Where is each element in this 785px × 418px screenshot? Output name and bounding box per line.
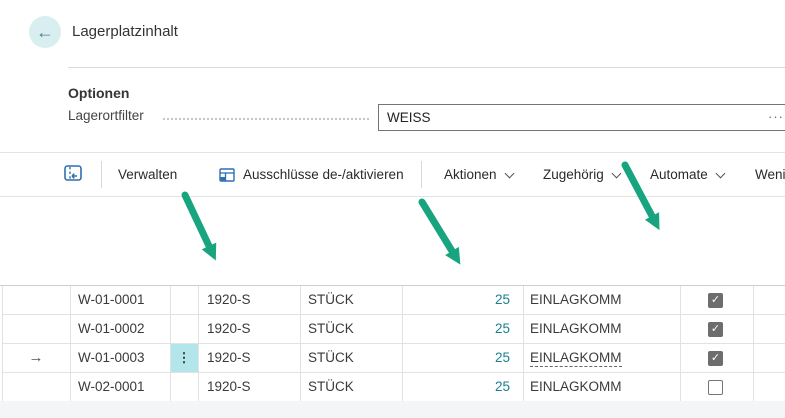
qty-base-cell[interactable]: 25 [494, 321, 510, 336]
vertical-ellipsis-icon: ⋮ [177, 350, 191, 365]
checkmark-icon: ✓ [710, 293, 721, 306]
table-header-row: Lagerplatzco... ↑ Artikelnr. ↑ Einheiten… [0, 197, 785, 286]
uom-cell[interactable]: STÜCK [308, 321, 354, 336]
bin-code-cell[interactable]: W-02-0001 [78, 379, 145, 394]
exclude-checkbox[interactable]: ✓ [708, 379, 723, 395]
bin-type-value: EINLAGKOMM [530, 350, 622, 367]
bin-type-value: EINLAGKOMM [530, 379, 622, 394]
grid-line [300, 286, 301, 401]
uom-cell[interactable]: STÜCK [308, 379, 354, 394]
action-toolbar: Verwalten Ausschlüsse de-/aktivieren Akt… [0, 153, 785, 196]
checkmark-icon: ✓ [710, 351, 721, 364]
page-title: Lagerplatzinhalt [72, 23, 178, 40]
exclude-checkbox[interactable]: ✓ [708, 292, 723, 308]
grid-view-button[interactable] [63, 153, 83, 196]
toggle-exclusions-button[interactable]: Ausschlüsse de-/aktivieren [218, 153, 404, 196]
table-row-active: → W-01-0003 ⋮ 1920-S STÜCK 25 EINLAGKOMM… [2, 344, 785, 373]
uom-cell[interactable]: STÜCK [308, 350, 354, 365]
header-divider [68, 67, 785, 68]
exclude-checkbox[interactable]: ✓ [708, 350, 723, 366]
lookup-ellipsis-icon[interactable]: ··· [768, 109, 784, 124]
table-row: W-01-0002 1920-S STÜCK 25 EINLAGKOMM ✓ [2, 315, 785, 344]
checkmark-icon: ✓ [710, 322, 721, 335]
location-filter-input[interactable] [378, 104, 785, 131]
location-filter-label: Lagerortfilter [68, 108, 144, 123]
grid-line [753, 286, 754, 401]
manage-label: Verwalten [118, 167, 178, 182]
grid-line [70, 286, 71, 401]
item-no-cell[interactable]: 1920-S [207, 292, 251, 307]
arrow-left-icon: ← [36, 22, 54, 42]
exclude-cell: ✓ [678, 344, 753, 372]
qty-base-cell[interactable]: 25 [494, 379, 510, 394]
bin-code-cell[interactable]: W-01-0002 [78, 321, 145, 336]
grid-line [402, 286, 403, 401]
toolbar-top-divider [0, 152, 785, 153]
menu-aktionen-label: Aktionen [444, 167, 497, 182]
item-no-cell[interactable]: 1920-S [207, 379, 251, 394]
grid-line [170, 286, 171, 401]
toolbar-separator [101, 161, 102, 188]
bottom-strip [0, 401, 785, 418]
table-body: W-01-0001 1920-S STÜCK 25 EINLAGKOMM ✓ W… [2, 286, 785, 402]
chevron-down-icon [504, 168, 514, 178]
exclude-checkbox[interactable]: ✓ [708, 321, 723, 337]
grid-line [680, 286, 681, 401]
location-filter-field-wrap: ··· [378, 104, 785, 132]
table-row: W-02-0001 1920-S STÜCK 25 EINLAGKOMM ✓ [2, 373, 785, 402]
bin-code-cell[interactable]: W-01-0001 [78, 292, 145, 307]
bin-type-value: EINLAGKOMM [530, 321, 622, 336]
exclude-cell: ✓ [678, 315, 753, 343]
exclude-cell: ✓ [678, 373, 753, 401]
bin-type-value: EINLAGKOMM [530, 292, 622, 307]
grid-line [198, 286, 199, 401]
menu-weniger-optionen[interactable]: Weniger Optionen [755, 153, 785, 196]
item-no-cell[interactable]: 1920-S [207, 321, 251, 336]
menu-zugehoerig-label: Zugehörig [543, 167, 604, 182]
qty-base-cell[interactable]: 25 [494, 292, 510, 307]
toggle-exclusions-label: Ausschlüsse de-/aktivieren [243, 167, 404, 182]
menu-weniger-optionen-label: Weniger Optionen [755, 167, 785, 182]
qty-base-cell[interactable]: 25 [494, 350, 510, 365]
dotted-leader [163, 106, 369, 120]
grid-view-icon [63, 163, 83, 186]
bin-type-cell-active[interactable]: EINLAGKOMM [530, 344, 622, 372]
menu-aktionen[interactable]: Aktionen [444, 153, 514, 196]
arrow-right-icon: → [28, 349, 44, 366]
menu-zugehoerig[interactable]: Zugehörig [543, 153, 622, 196]
toolbar-separator [421, 161, 422, 188]
active-row-indicator: → [2, 344, 70, 372]
manage-menu[interactable]: Verwalten [118, 153, 177, 196]
exclude-cell: ✓ [678, 286, 753, 314]
table-grid-icon [218, 166, 236, 184]
grid-line [523, 286, 524, 401]
row-options-button[interactable]: ⋮ [170, 344, 198, 372]
table-row: W-01-0001 1920-S STÜCK 25 EINLAGKOMM ✓ [2, 286, 785, 315]
options-section-title: Optionen [68, 85, 130, 101]
chevron-down-icon [715, 168, 726, 178]
grid-line [2, 286, 3, 401]
chevron-down-icon [611, 168, 622, 178]
bin-type-cell[interactable]: EINLAGKOMM [530, 373, 622, 401]
back-button[interactable]: ← [29, 16, 61, 48]
uom-cell[interactable]: STÜCK [308, 292, 354, 307]
bin-type-cell[interactable]: EINLAGKOMM [530, 286, 622, 314]
item-no-cell[interactable]: 1920-S [207, 350, 251, 365]
toolbar-bottom-divider [0, 196, 785, 197]
bin-type-cell[interactable]: EINLAGKOMM [530, 315, 622, 343]
menu-automate[interactable]: Automate [650, 153, 726, 196]
menu-automate-label: Automate [650, 167, 708, 182]
bin-code-cell[interactable]: W-01-0003 [78, 350, 145, 365]
